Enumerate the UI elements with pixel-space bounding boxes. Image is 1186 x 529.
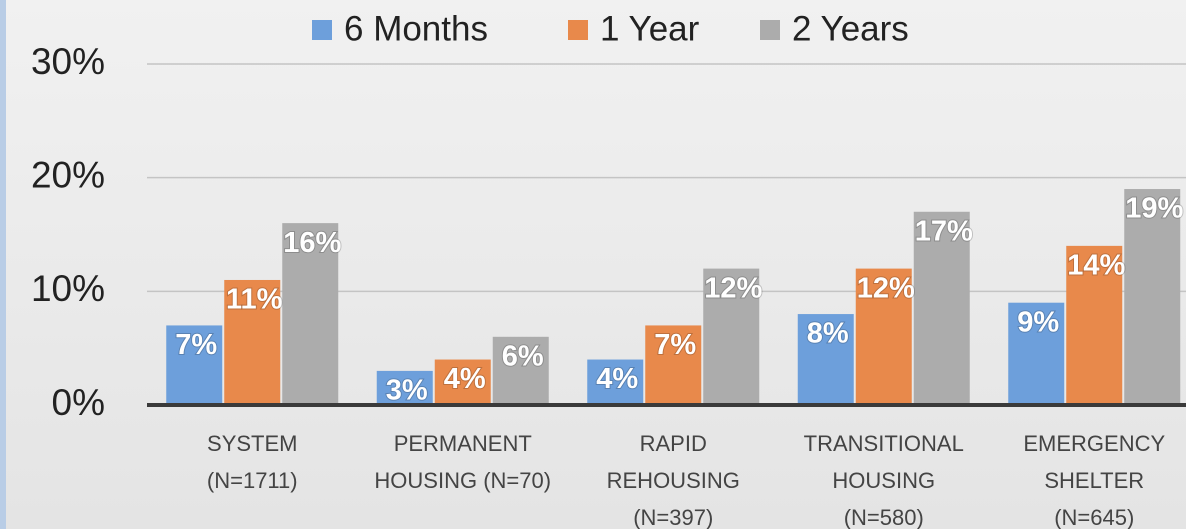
- value-label: 3%: [386, 375, 428, 407]
- value-label: 12%: [857, 272, 915, 304]
- bar: [645, 325, 702, 405]
- bar: [376, 370, 433, 405]
- value-label: 6%: [502, 340, 544, 372]
- value-label: 14%: [1067, 250, 1125, 282]
- bar: [913, 211, 970, 405]
- bar: [492, 336, 549, 405]
- value-label: 9%: [1017, 306, 1059, 338]
- value-label: 4%: [444, 363, 486, 395]
- left-edge: [0, 0, 6, 529]
- legend-label: 6 Months: [344, 9, 488, 48]
- legend-swatch: [568, 20, 588, 40]
- legend-label: 1 Year: [600, 9, 700, 48]
- bar: [1008, 302, 1065, 405]
- value-label: 11%: [226, 284, 283, 316]
- x-tick-label: (N=1711): [207, 468, 298, 493]
- bar: [166, 325, 223, 405]
- x-tick-label: TRANSITIONAL: [804, 431, 964, 456]
- y-tick-label: 30%: [31, 41, 105, 82]
- x-tick-label: HOUSING (N=70): [374, 468, 551, 493]
- bar: [1124, 189, 1181, 405]
- value-label: 7%: [654, 329, 696, 361]
- x-tick-label: SHELTER: [1044, 468, 1144, 493]
- x-tick-label: REHOUSING: [607, 468, 740, 493]
- bar: [224, 279, 281, 405]
- x-tick-label: PERMANENT: [394, 431, 532, 456]
- legend-swatch: [312, 20, 332, 40]
- bar: [282, 223, 339, 405]
- x-tick-label: EMERGENCY: [1023, 431, 1165, 456]
- legend-label: 2 Years: [792, 9, 909, 48]
- value-label: 7%: [175, 329, 217, 361]
- y-tick-label: 0%: [52, 382, 105, 423]
- value-label: 17%: [915, 215, 973, 247]
- bar: [703, 268, 760, 405]
- x-tick-label: HOUSING: [832, 468, 935, 493]
- bar: [855, 268, 912, 405]
- bar: [434, 359, 491, 405]
- x-tick-label: (N=645): [1054, 505, 1134, 529]
- x-tick-label: (N=580): [844, 505, 924, 529]
- legend-swatch: [760, 20, 780, 40]
- value-label: 19%: [1125, 193, 1183, 225]
- bar: [587, 359, 644, 405]
- x-tick-label: (N=397): [633, 505, 713, 529]
- bar: [1066, 245, 1123, 405]
- x-tick-label: SYSTEM: [207, 431, 297, 456]
- x-tick-label: RAPID: [640, 431, 707, 456]
- value-label: 8%: [807, 318, 849, 350]
- y-tick-label: 20%: [31, 154, 105, 195]
- value-label: 16%: [283, 227, 341, 259]
- value-label: 4%: [596, 363, 638, 395]
- value-label: 12%: [704, 272, 762, 304]
- y-tick-label: 10%: [31, 268, 105, 309]
- bar: [797, 314, 854, 405]
